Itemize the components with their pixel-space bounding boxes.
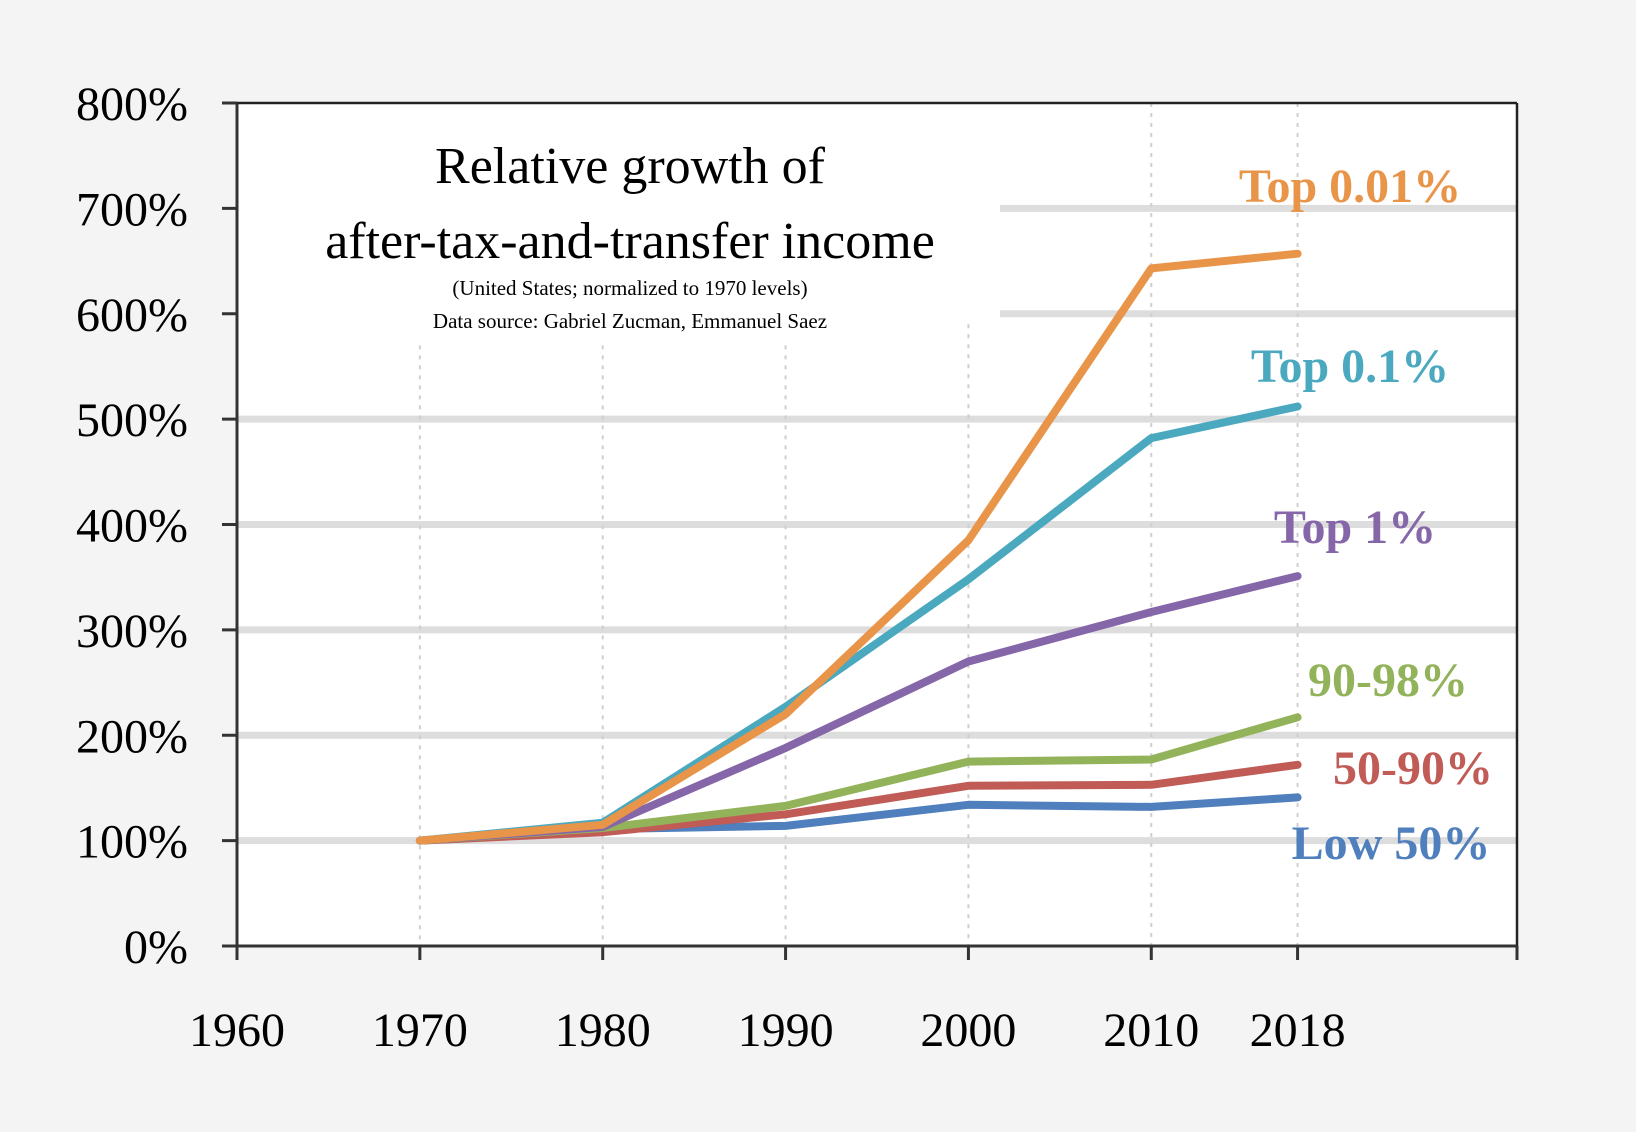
y-tick-label: 200% (76, 710, 188, 763)
chart-title: Relative growth of after-tax-and-transfe… (325, 138, 935, 333)
x-tick-label: 1960 (189, 1004, 285, 1057)
series-label-50-90-: 50-90% (1333, 742, 1493, 795)
title-line-1: Relative growth of (435, 138, 826, 195)
y-tick-label: 400% (76, 500, 188, 553)
y-axis-ticks: 0% 100% 200% 300% 400% 500% 600% 700% 800% (76, 78, 237, 974)
y-tick-label: 600% (76, 289, 188, 342)
x-tick-label: 1980 (555, 1004, 651, 1057)
y-tick-label: 100% (76, 816, 188, 869)
y-tick-label: 0% (124, 921, 188, 974)
y-tick-label: 800% (76, 78, 188, 131)
y-tick-label: 300% (76, 605, 188, 658)
series-label-top-1-: Top 1% (1274, 501, 1436, 554)
title-line-2: after-tax-and-transfer income (325, 213, 935, 270)
vertical-gridlines (418, 103, 1299, 946)
subtitle-line-1: (United States; normalized to 1970 level… (452, 276, 807, 300)
series-lines (415, 249, 1302, 845)
subtitle-line-2: Data source: Gabriel Zucman, Emmanuel Sa… (433, 309, 827, 333)
series-line-top-0-01- (415, 249, 1302, 845)
x-axis-ticks: 1960 1970 1980 1990 2000 2010 2018 (189, 946, 1519, 1057)
series-labels: Top 0.01% Top 0.1% Top 1% 90-98% 50-90% Low 5… (1239, 160, 1493, 870)
series-label-90-98-: 90-98% (1308, 654, 1468, 707)
x-tick-label: 2000 (920, 1004, 1016, 1057)
x-tick-label: 1990 (738, 1004, 834, 1057)
y-tick-label: 500% (76, 394, 188, 447)
series-label-top-0-01-: Top 0.01% (1239, 160, 1461, 213)
x-tick-label: 2018 (1250, 1004, 1346, 1057)
y-tick-label: 700% (76, 183, 188, 236)
x-tick-label: 1970 (372, 1004, 468, 1057)
series-label-low-50-: Low 50% (1292, 817, 1491, 870)
x-tick-label: 2010 (1103, 1004, 1199, 1057)
series-label-top-0-1-: Top 0.1% (1251, 340, 1449, 393)
